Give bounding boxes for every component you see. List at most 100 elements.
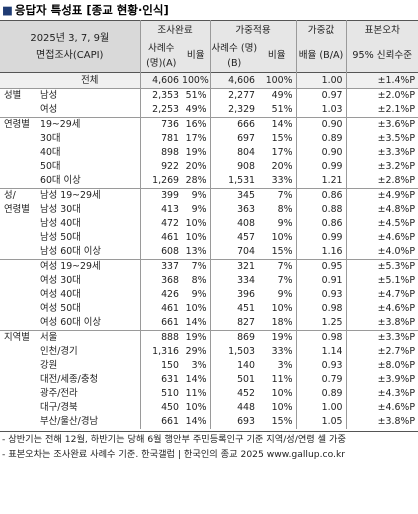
table-row: 대전/세종/충청 631 14% 501 11% 0.79 ±3.9%P bbox=[0, 373, 418, 387]
row-group-label bbox=[0, 160, 36, 174]
row-error: ±2.1%P bbox=[345, 103, 418, 118]
row-group-label bbox=[0, 373, 36, 387]
row-error: ±3.2%P bbox=[345, 160, 418, 174]
row-group-label bbox=[0, 146, 36, 160]
row-cases-a: 922 bbox=[139, 160, 182, 174]
row-cases-a: 472 bbox=[139, 217, 182, 231]
row-multiplier: 1.03 bbox=[295, 103, 346, 118]
row-error: ±4.9%P bbox=[345, 188, 418, 203]
row-label: 남성 40대 bbox=[40, 218, 81, 229]
table-row: 여성 60대 이상 661 14% 827 18% 1.25 ±3.8%P bbox=[0, 316, 418, 331]
table-row: 30대 781 17% 697 15% 0.89 ±3.5%P bbox=[0, 132, 418, 146]
row-group-label bbox=[0, 288, 36, 302]
row-label: 여성 30대 bbox=[40, 275, 81, 286]
row-ratio-a: 14% bbox=[185, 317, 207, 328]
row-error: ±3.9%P bbox=[345, 373, 418, 387]
table-row: 지역별 서울 888 19% 869 19% 0.98 ±3.3%P bbox=[0, 330, 418, 345]
row-ratio-b: 33% bbox=[271, 346, 293, 357]
table-row: 50대 922 20% 908 20% 0.99 ±3.2%P bbox=[0, 160, 418, 174]
survey-date: 2025년 3, 7, 9월 bbox=[30, 32, 110, 44]
row-cases-b: 363 bbox=[209, 203, 258, 217]
row-cases-a: 608 bbox=[139, 245, 182, 260]
row-cases-b: 408 bbox=[209, 217, 258, 231]
footnote-error: - 표본오차는 조사완료 사례수 기준. 한국갤럽 | 한국인의 종교 2025… bbox=[2, 449, 346, 460]
row-group-label bbox=[0, 359, 36, 373]
row-cases-a: 631 bbox=[139, 373, 182, 387]
row-ratio-a: 20% bbox=[185, 161, 207, 172]
row-label: 서울 bbox=[36, 330, 140, 345]
row-group-label bbox=[0, 132, 36, 146]
row-ratio-a: 10% bbox=[185, 232, 207, 243]
header-weight: 가중값 bbox=[295, 20, 346, 39]
square-bullet-icon: ■ bbox=[2, 3, 13, 17]
table-row: 여성 30대 368 8% 334 7% 0.91 ±5.1%P bbox=[0, 274, 418, 288]
header-complete: 조사완료 bbox=[139, 20, 210, 39]
row-cases-b: 334 bbox=[209, 274, 258, 288]
row-label: 남성 19~29세 bbox=[36, 188, 140, 203]
row-ratio-a: 14% bbox=[185, 374, 207, 385]
row-label: 19~29세 bbox=[36, 117, 140, 132]
row-error: ±4.6%P bbox=[345, 401, 418, 415]
row-cases-a: 368 bbox=[139, 274, 182, 288]
row-multiplier: 0.89 bbox=[295, 132, 346, 146]
row-cases-b: 321 bbox=[209, 259, 258, 274]
row-cases-a: 510 bbox=[139, 387, 182, 401]
row-label: 대전/세종/충청 bbox=[40, 374, 99, 385]
row-error: ±4.0%P bbox=[345, 245, 418, 260]
row-error: ±4.6%P bbox=[345, 302, 418, 316]
row-cases-a: 399 bbox=[139, 188, 182, 203]
row-multiplier: 0.93 bbox=[295, 359, 346, 373]
row-multiplier: 0.86 bbox=[295, 217, 346, 231]
row-ratio-b: 15% bbox=[271, 246, 293, 257]
row-group-label: 지역별 bbox=[0, 330, 36, 345]
row-ratio-b: 18% bbox=[271, 317, 293, 328]
row-multiplier: 0.98 bbox=[295, 302, 346, 316]
row-group-label bbox=[0, 231, 36, 245]
row-cases-b: 693 bbox=[209, 415, 258, 429]
row-cases-a: 661 bbox=[139, 316, 182, 331]
row-ratio-a: 11% bbox=[185, 388, 207, 399]
header-row-1: 2025년 3, 7, 9월 면접조사(CAPI) 조사완료 가중적용 가중값 … bbox=[0, 20, 418, 73]
row-ratio-b: 9% bbox=[277, 218, 293, 229]
row-cases-a: 898 bbox=[139, 146, 182, 160]
row-label: 남성 bbox=[36, 88, 140, 103]
row-ratio-a: 19% bbox=[185, 147, 207, 158]
header-cases-a: 사례수 (명)(A) bbox=[139, 39, 182, 73]
row-group-label bbox=[0, 245, 36, 260]
row-ratio-b: 51% bbox=[271, 104, 293, 115]
survey-method: 면접조사(CAPI) bbox=[36, 49, 104, 61]
row-group-label bbox=[0, 174, 36, 189]
row-ratio-b: 20% bbox=[271, 161, 293, 172]
row-multiplier: 0.86 bbox=[295, 188, 346, 203]
row-error: ±3.3%P bbox=[345, 146, 418, 160]
row-cases-a: 4,606 bbox=[139, 72, 182, 89]
table-row: 여성 50대 461 10% 451 10% 0.98 ±4.6%P bbox=[0, 302, 418, 316]
row-cases-b: 452 bbox=[209, 387, 258, 401]
row-group-label bbox=[0, 415, 36, 429]
table-row: 남성 40대 472 10% 408 9% 0.86 ±4.5%P bbox=[0, 217, 418, 231]
row-error: ±4.5%P bbox=[345, 217, 418, 231]
row-cases-b: 704 bbox=[209, 245, 258, 260]
row-cases-a: 661 bbox=[139, 415, 182, 429]
row-group-label bbox=[0, 274, 36, 288]
row-cases-b: 1,531 bbox=[209, 174, 258, 189]
row-cases-a: 461 bbox=[139, 302, 182, 316]
row-cases-b: 448 bbox=[209, 401, 258, 415]
row-error: ±2.8%P bbox=[345, 174, 418, 189]
row-cases-b: 827 bbox=[209, 316, 258, 331]
row-group-label: 성별 bbox=[0, 88, 36, 103]
table-row: 대구/경북 450 10% 448 10% 1.00 ±4.6%P bbox=[0, 401, 418, 415]
row-ratio-b: 15% bbox=[271, 416, 293, 427]
table-row: 부산/울산/경남 661 14% 693 15% 1.05 ±3.8%P bbox=[0, 415, 418, 429]
title-text: 응답자 특성표 [종교 현황·인식] bbox=[14, 3, 169, 17]
row-cases-a: 1,316 bbox=[139, 345, 182, 359]
row-cases-a: 413 bbox=[139, 203, 182, 217]
row-cases-a: 1,269 bbox=[139, 174, 182, 189]
row-ratio-b: 100% bbox=[258, 72, 296, 89]
row-multiplier: 0.79 bbox=[295, 373, 346, 387]
row-multiplier: 1.00 bbox=[295, 401, 346, 415]
row-label: 여성 19~29세 bbox=[36, 259, 140, 274]
row-multiplier: 0.91 bbox=[295, 274, 346, 288]
row-label: 여성 50대 bbox=[40, 303, 81, 314]
row-label: 30대 bbox=[40, 133, 61, 144]
